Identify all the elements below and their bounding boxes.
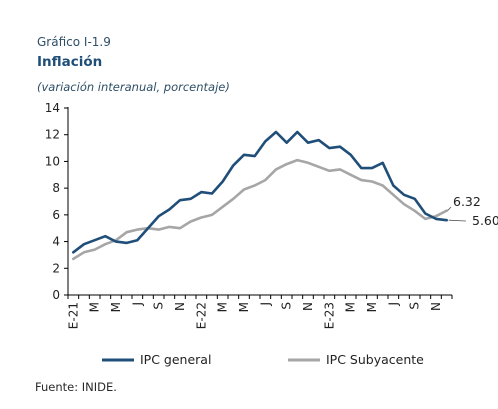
- y-tick-label: 14: [45, 101, 60, 115]
- series-line-ipc-general: [72, 130, 449, 254]
- chart-legend: IPC general IPC Subyacente: [102, 352, 424, 367]
- chart-series: [72, 130, 449, 261]
- y-tick-label: 10: [45, 154, 60, 168]
- x-tick-label: M: [365, 302, 379, 312]
- chart-end-labels: 5.60 6.32: [447, 194, 498, 228]
- end-label-ipc-subyacente: 6.32: [453, 194, 481, 209]
- x-tick-label: E-23: [322, 302, 336, 329]
- x-tick-label: M: [88, 302, 102, 312]
- y-tick-label: 4: [52, 235, 60, 249]
- y-tick-label: 6: [52, 208, 60, 222]
- x-tick-label: J: [258, 302, 272, 307]
- end-label-leader: [448, 219, 467, 222]
- x-tick-label: S: [408, 302, 422, 310]
- x-tick-label: M: [109, 302, 123, 312]
- source-note: Fuente: INIDE.: [35, 380, 117, 394]
- x-tick-label: M: [216, 302, 230, 312]
- y-tick-label: 0: [52, 288, 60, 302]
- figure-number: Gráfico I-1.9: [37, 35, 111, 49]
- end-label-ipc-general: 5.60: [472, 213, 498, 228]
- x-tick-label: N: [429, 302, 443, 311]
- x-tick-label: N: [301, 302, 315, 311]
- x-tick-label: E-21: [66, 302, 80, 329]
- y-tick-label: 2: [52, 261, 60, 275]
- x-tick-label: E-22: [194, 302, 208, 329]
- x-tick-label: S: [152, 302, 166, 310]
- x-tick-label: J: [386, 302, 400, 307]
- y-tick-label: 8: [52, 181, 60, 195]
- end-label-leader: [447, 206, 452, 211]
- chart-title: Inflación: [37, 54, 103, 70]
- x-tick-label: M: [344, 302, 358, 312]
- x-tick-label: N: [173, 302, 187, 311]
- x-tick-label: J: [130, 302, 144, 307]
- y-tick-label: 12: [45, 128, 60, 142]
- legend-label-ipc-general: IPC general: [140, 352, 211, 367]
- x-tick-label: S: [280, 302, 294, 310]
- x-tick-label: M: [237, 302, 251, 312]
- legend-label-ipc-subyacente: IPC Subyacente: [326, 352, 424, 367]
- chart-subtitle: (variación interanual, porcentaje): [37, 80, 230, 94]
- series-line-ipc-subyacente: [72, 158, 449, 261]
